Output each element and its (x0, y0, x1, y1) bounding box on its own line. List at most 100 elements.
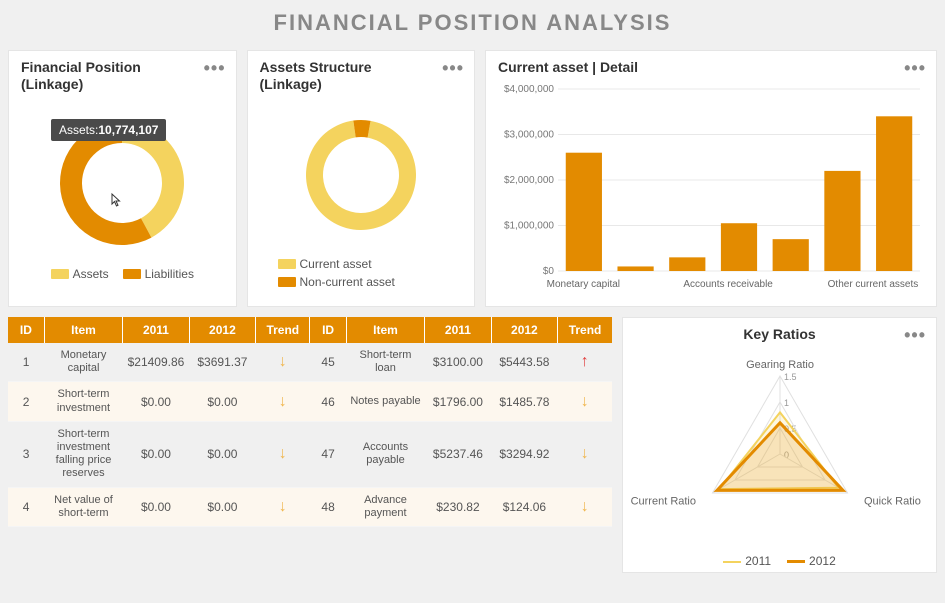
legend-item[interactable]: 2011 (723, 554, 771, 568)
table-cell: $0.00 (189, 382, 255, 421)
table-body: 1Monetary capital$21409.86$3691.37↓45Sho… (8, 343, 612, 526)
table-cell: $3100.00 (425, 343, 491, 382)
table-cell: ↓ (256, 343, 310, 382)
table-row[interactable]: 2Short-term investment$0.00$0.00↓46Notes… (8, 382, 612, 421)
more-icon[interactable]: ••• (904, 59, 926, 77)
column-header[interactable]: 2012 (189, 317, 255, 343)
svg-text:Gearing Ratio: Gearing Ratio (746, 359, 814, 371)
table-cell: 4 (8, 487, 44, 526)
table-cell: $0.00 (123, 421, 189, 487)
table-cell: ↓ (256, 382, 310, 421)
table-cell: $5237.46 (425, 421, 491, 487)
table-cell: $1485.78 (491, 382, 557, 421)
key-ratios-card: ••• Key Ratios 00.511.5Gearing RatioQuic… (622, 317, 937, 573)
column-header[interactable]: Item (44, 317, 123, 343)
table-cell: ↑ (558, 343, 612, 382)
table-cell: $0.00 (189, 421, 255, 487)
financial-position-title: Financial Position (Linkage) (21, 59, 191, 93)
table-cell: ↓ (558, 382, 612, 421)
current-asset-card: Current asset | Detail ••• $0$1,000,000$… (485, 50, 937, 307)
column-header[interactable]: 2011 (123, 317, 189, 343)
svg-text:1.5: 1.5 (784, 372, 797, 382)
table-cell: Advance payment (346, 487, 425, 526)
legend-item[interactable]: Non-current asset (278, 275, 395, 289)
table-cell: 2 (8, 382, 44, 421)
swatch (51, 269, 69, 279)
financial-position-chart[interactable]: Assets:10,774,107 (9, 97, 236, 265)
assets-structure-card: Assets Structure (Linkage) ••• Current a… (247, 50, 476, 307)
table-row[interactable]: 3Short-term investment falling price res… (8, 421, 612, 487)
legend-label: 2012 (809, 554, 836, 568)
key-ratios-legend: 2011 2012 (623, 550, 936, 572)
column-header[interactable]: ID (8, 317, 44, 343)
svg-text:Monetary capital: Monetary capital (547, 279, 620, 290)
table-header-row: IDItem20112012TrendIDItem20112012Trend (8, 317, 612, 343)
table-cell: $0.00 (123, 382, 189, 421)
svg-text:$3,000,000: $3,000,000 (504, 130, 554, 141)
table-cell: Net value of short-term (44, 487, 123, 526)
column-header[interactable]: ID (310, 317, 346, 343)
table-cell: $230.82 (425, 487, 491, 526)
table-cell: ↓ (558, 421, 612, 487)
table-cell: Short-term investment falling price rese… (44, 421, 123, 487)
table-row[interactable]: 4Net value of short-term$0.00$0.00↓48Adv… (8, 487, 612, 526)
svg-text:1: 1 (784, 398, 789, 408)
table-cell: 1 (8, 343, 44, 382)
legend-label: Non-current asset (300, 275, 395, 289)
table-cell: Short-term loan (346, 343, 425, 382)
current-asset-title: Current asset | Detail (498, 59, 638, 76)
assets-structure-legend: Current asset Non-current asset (248, 255, 475, 297)
swatch (123, 269, 141, 279)
column-header[interactable]: Item (346, 317, 425, 343)
table-cell: Notes payable (346, 382, 425, 421)
table-cell: 47 (310, 421, 346, 487)
page-title: FINANCIAL POSITION ANALYSIS (0, 0, 945, 50)
svg-text:$2,000,000: $2,000,000 (504, 175, 554, 186)
table-cell: $3691.37 (189, 343, 255, 382)
table-cell: $21409.86 (123, 343, 189, 382)
table-cell: 3 (8, 421, 44, 487)
legend-label: Current asset (300, 257, 372, 271)
table-cell: $124.06 (491, 487, 557, 526)
column-header[interactable]: 2012 (491, 317, 557, 343)
table-cell: $1796.00 (425, 382, 491, 421)
top-row: Financial Position (Linkage) ••• Assets:… (0, 50, 945, 307)
data-table-card: IDItem20112012TrendIDItem20112012Trend 1… (8, 317, 612, 573)
key-ratios-title: Key Ratios (623, 318, 936, 342)
table-cell: $0.00 (123, 487, 189, 526)
line-swatch (723, 561, 741, 563)
svg-text:$0: $0 (543, 266, 555, 277)
svg-text:Accounts receivable: Accounts receivable (683, 279, 773, 290)
more-icon[interactable]: ••• (904, 326, 926, 344)
table-cell: Accounts payable (346, 421, 425, 487)
key-ratios-chart[interactable]: 00.511.5Gearing RatioQuick RatioCurrent … (623, 342, 936, 550)
column-header[interactable]: Trend (256, 317, 310, 343)
table-cell: Short-term investment (44, 382, 123, 421)
column-header[interactable]: 2011 (425, 317, 491, 343)
table-row[interactable]: 1Monetary capital$21409.86$3691.37↓45Sho… (8, 343, 612, 382)
table-cell: Monetary capital (44, 343, 123, 382)
svg-text:Other current assets: Other current assets (828, 279, 919, 290)
data-table: IDItem20112012TrendIDItem20112012Trend 1… (8, 317, 612, 527)
legend-label: Liabilities (145, 267, 194, 281)
svg-text:$1,000,000: $1,000,000 (504, 221, 554, 232)
table-cell: ↓ (256, 421, 310, 487)
svg-text:Quick Ratio: Quick Ratio (864, 496, 921, 508)
legend-item[interactable]: 2012 (787, 554, 836, 568)
current-asset-chart[interactable]: $0 $1,000,000 $2,000,000 $3,000,000 $4,000,0… (486, 81, 936, 306)
more-icon[interactable]: ••• (204, 59, 226, 77)
column-header[interactable]: Trend (558, 317, 612, 343)
legend-item[interactable]: Liabilities (123, 267, 194, 281)
table-cell: $0.00 (189, 487, 255, 526)
assets-structure-chart[interactable] (248, 97, 475, 255)
table-cell: ↓ (256, 487, 310, 526)
legend-item[interactable]: Current asset (278, 257, 372, 271)
table-cell: $5443.58 (491, 343, 557, 382)
svg-text:$4,000,000: $4,000,000 (504, 85, 554, 95)
more-icon[interactable]: ••• (442, 59, 464, 77)
svg-text:Current Ratio: Current Ratio (630, 496, 695, 508)
table-cell: 48 (310, 487, 346, 526)
table-cell: 46 (310, 382, 346, 421)
legend-item[interactable]: Assets (51, 267, 109, 281)
financial-position-legend: Assets Liabilities (9, 265, 236, 289)
